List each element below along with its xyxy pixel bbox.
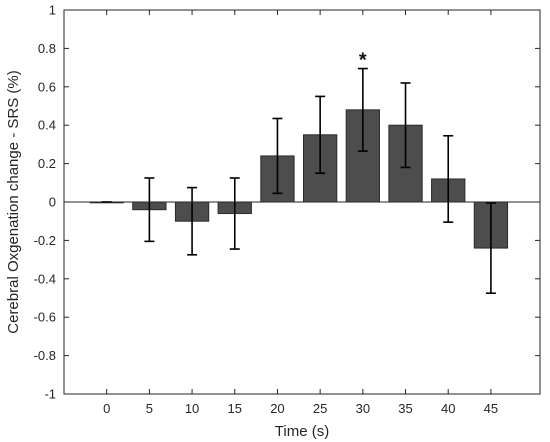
x-tick-label: 30 xyxy=(356,401,370,416)
x-tick-label: 5 xyxy=(146,401,153,416)
y-axis-ticks: 1 0.8 0.6 0.4 0.2 0 -0.2 -0.4 -0.6 -0.8 -1 xyxy=(34,3,540,402)
y-tick-label: 0 xyxy=(49,195,56,210)
x-tick-label: 35 xyxy=(398,401,412,416)
y-tick-label: 0.4 xyxy=(38,118,56,133)
y-tick-label: -0.2 xyxy=(34,233,56,248)
bars-group xyxy=(89,109,509,249)
x-tick-label: 10 xyxy=(185,401,199,416)
y-tick-label: 0.2 xyxy=(38,156,56,171)
y-tick-label: 1 xyxy=(49,3,56,18)
y-tick-label: -0.8 xyxy=(34,348,56,363)
y-tick-label: -0.4 xyxy=(34,271,56,286)
x-tick-label: 25 xyxy=(313,401,327,416)
x-axis-label: Time (s) xyxy=(275,423,329,440)
x-tick-label: 20 xyxy=(270,401,284,416)
x-tick-label: 40 xyxy=(441,401,455,416)
x-tick-label: 0 xyxy=(103,401,110,416)
error-bars-group xyxy=(101,67,496,295)
significance-marker: * xyxy=(359,50,367,72)
y-axis-label: Cerebral Oxgenation change - SRS (%) xyxy=(5,70,22,333)
y-tick-label: -1 xyxy=(44,387,56,402)
annotations-group: * xyxy=(359,50,367,72)
x-tick-label: 45 xyxy=(484,401,498,416)
y-tick-label: -0.6 xyxy=(34,310,56,325)
x-axis-ticks: 0 5 10 15 20 25 30 35 40 45 xyxy=(103,10,498,416)
y-tick-label: 0.8 xyxy=(38,41,56,56)
x-tick-label: 15 xyxy=(228,401,242,416)
y-tick-label: 0.6 xyxy=(38,79,56,94)
